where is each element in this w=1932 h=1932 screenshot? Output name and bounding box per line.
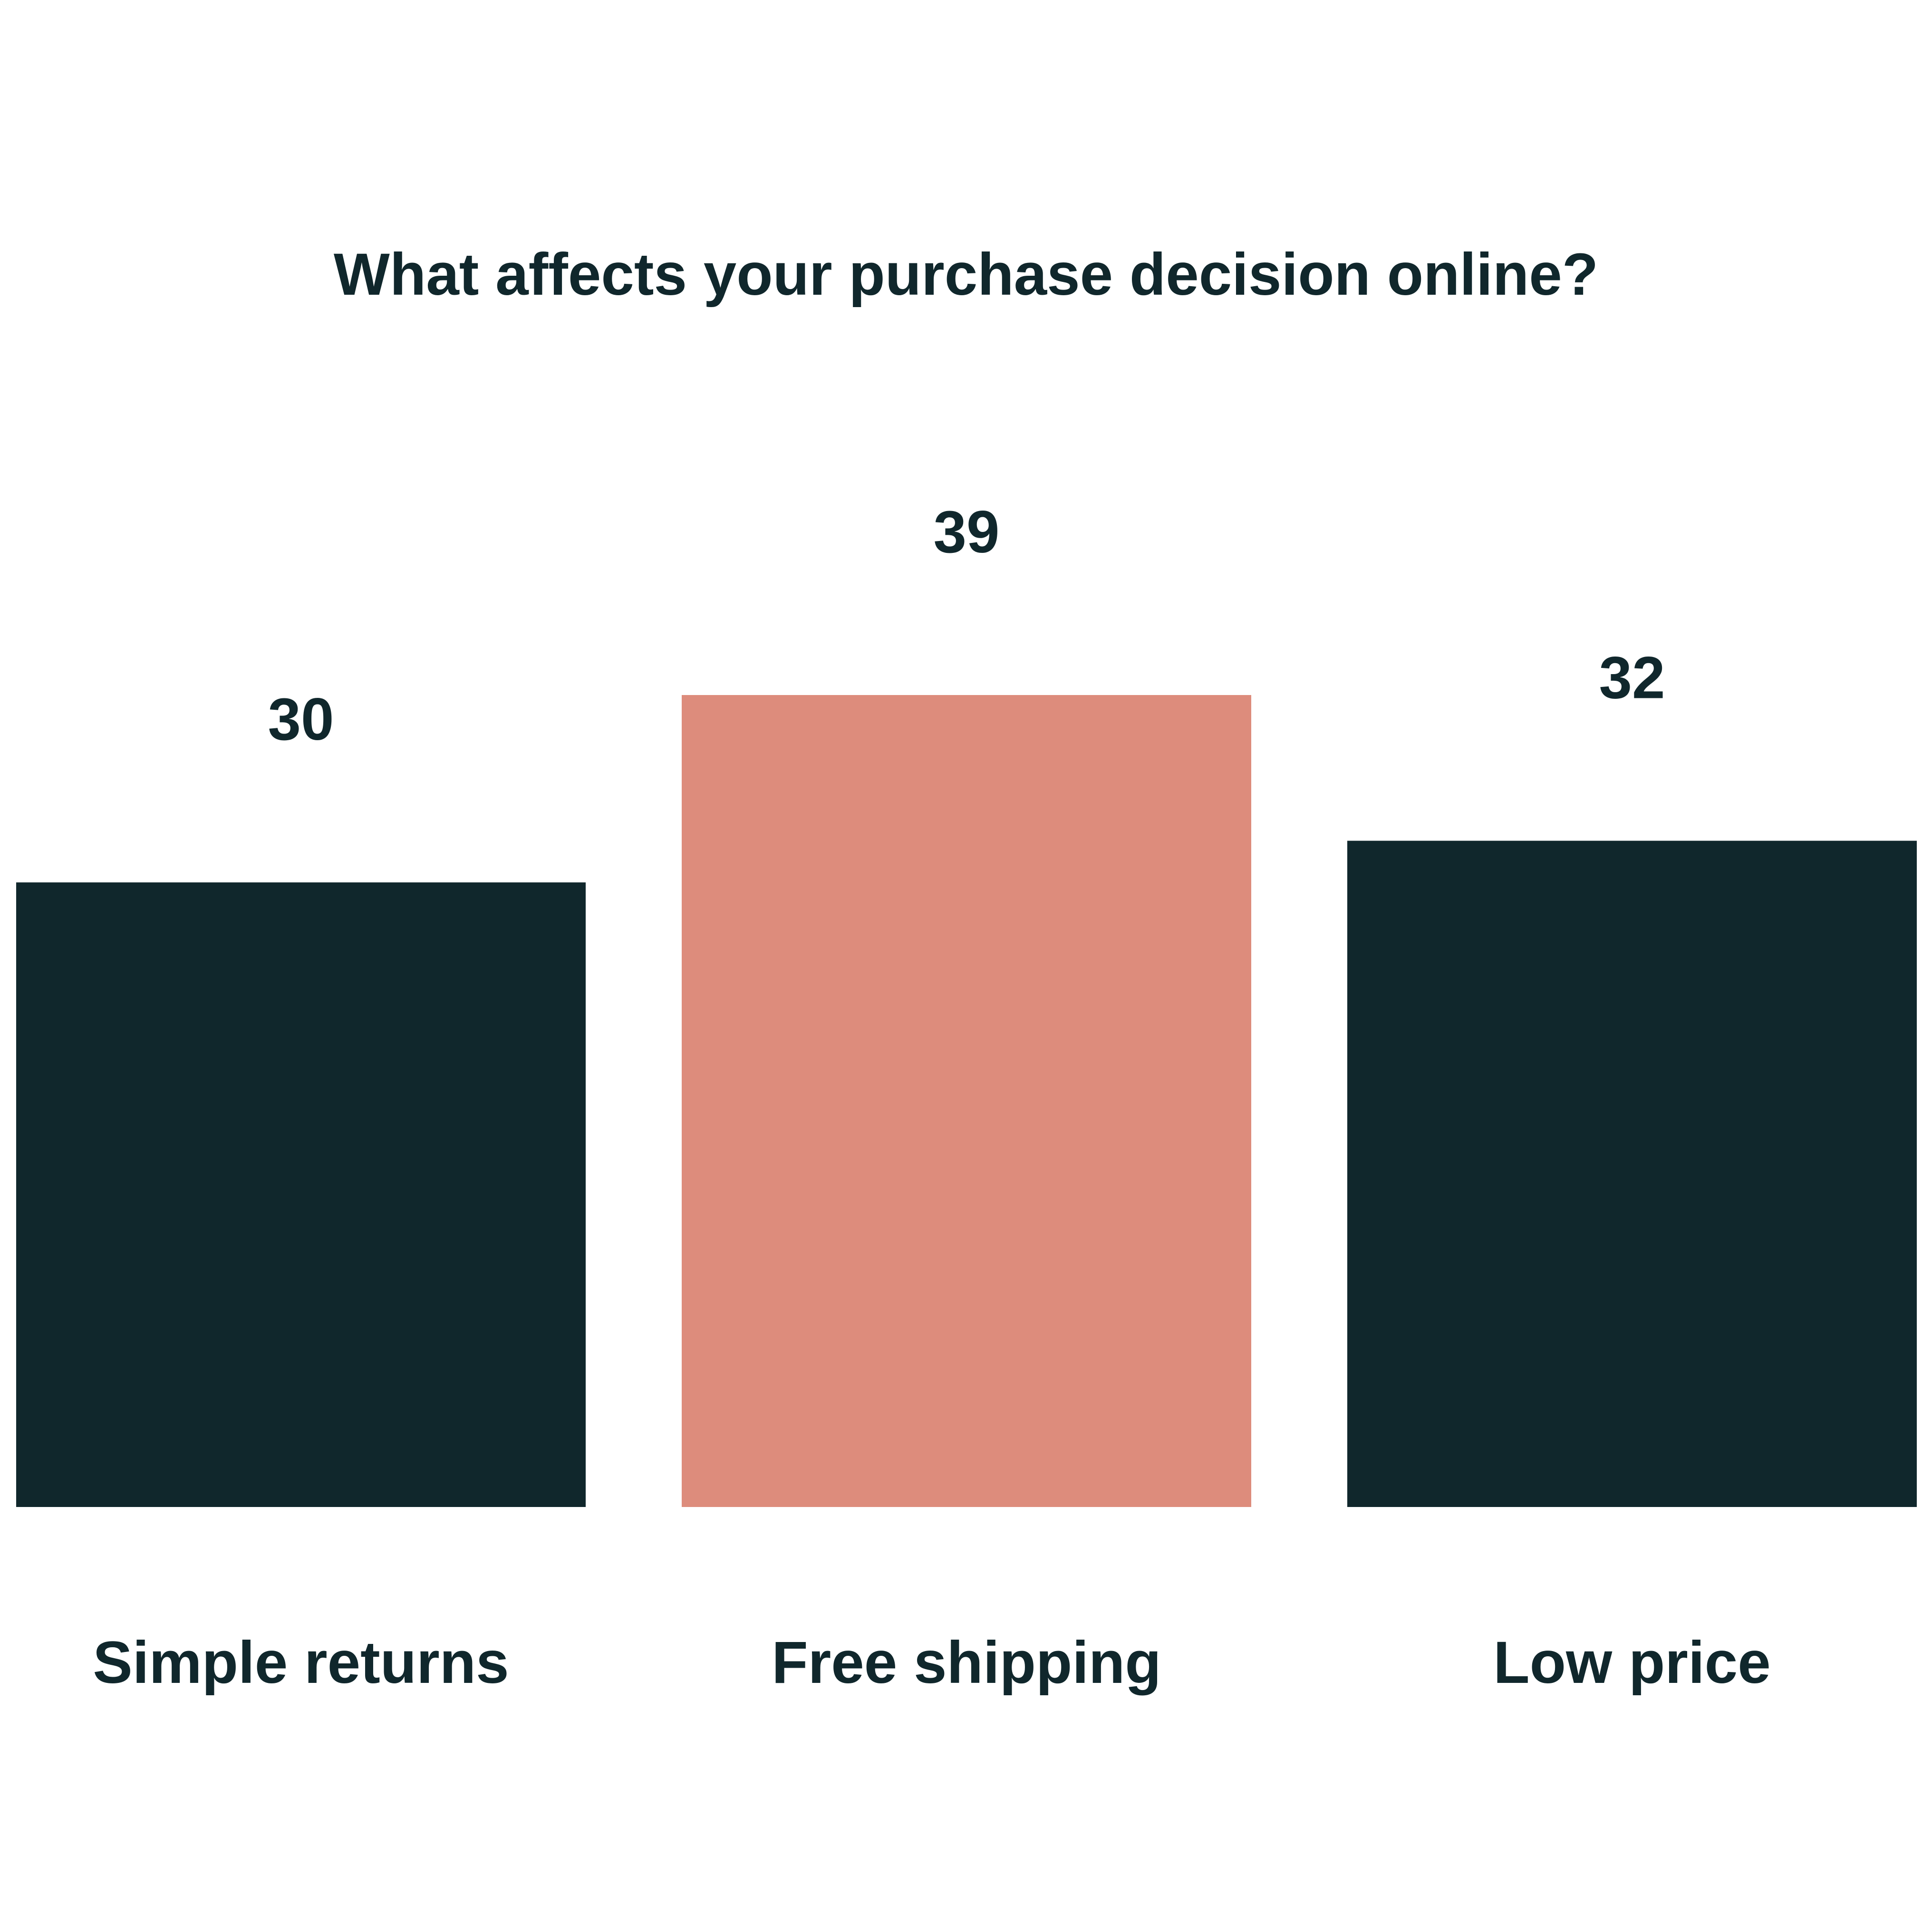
chart-title: What affects your purchase decision onli… [334, 242, 1598, 308]
bar-low-price [1347, 840, 1917, 1507]
category-labels-group: Simple returns Free shipping Low price [93, 1630, 1770, 1696]
bar-simple-returns [16, 882, 586, 1507]
bars-group [16, 695, 1917, 1507]
value-labels-group: 30 39 32 [268, 499, 1665, 753]
category-label-free-shipping: Free shipping [772, 1630, 1161, 1696]
category-label-simple-returns: Simple returns [93, 1630, 509, 1696]
bar-free-shipping [682, 695, 1251, 1507]
value-label-free-shipping: 39 [933, 499, 999, 565]
value-label-simple-returns: 30 [268, 686, 334, 753]
value-label-low-price: 32 [1599, 645, 1665, 711]
category-label-low-price: Low price [1493, 1630, 1770, 1696]
